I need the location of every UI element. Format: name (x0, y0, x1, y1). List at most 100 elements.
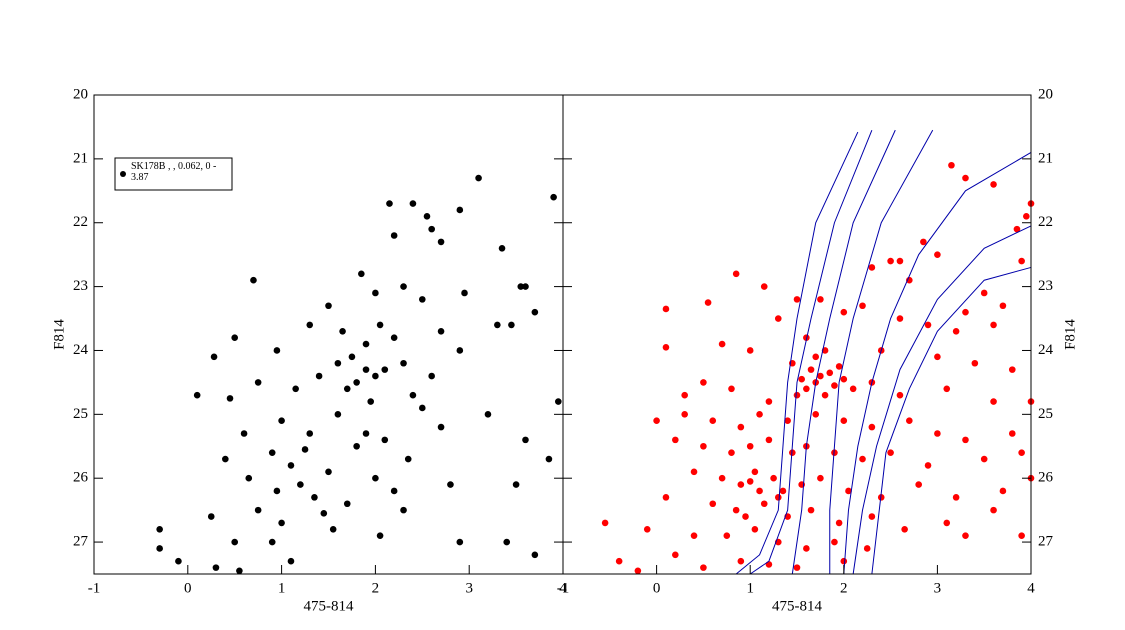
star-point (456, 538, 464, 546)
star-point (770, 474, 777, 482)
star-point (517, 283, 525, 290)
star-point (746, 478, 754, 485)
star-point (901, 525, 908, 533)
star-point (948, 161, 955, 169)
star-point (742, 513, 749, 520)
star-point (728, 385, 735, 393)
star-point (751, 525, 759, 533)
y-tick-label: 26 (1038, 470, 1054, 486)
star-point (254, 506, 262, 514)
star-point (859, 455, 866, 463)
star-point (859, 302, 866, 310)
y-tick-label: 22 (1038, 214, 1053, 230)
star-point (419, 296, 426, 303)
star-point (812, 411, 820, 418)
star-point (222, 455, 229, 463)
star-point (672, 551, 679, 559)
x-tick-label: 3 (934, 580, 942, 596)
star-point (381, 366, 389, 373)
star-point (381, 436, 389, 444)
star-point (311, 494, 318, 501)
star-point (404, 455, 412, 463)
star-point (456, 347, 464, 354)
star-point (943, 519, 951, 527)
x-tick-label: 4 (1027, 580, 1035, 596)
star-point (751, 468, 759, 476)
star-point (760, 500, 768, 508)
star-point (362, 366, 370, 373)
star-point (386, 200, 393, 207)
star-point (896, 391, 904, 399)
star-point (709, 417, 717, 425)
star-point (849, 385, 857, 393)
star-point (896, 315, 904, 322)
star-point (292, 385, 299, 393)
x-tick-label: -1 (557, 580, 570, 596)
x-tick-label: 0 (184, 580, 192, 596)
y-tick-label: 22 (73, 214, 88, 230)
star-point (704, 299, 712, 306)
star-point (287, 557, 295, 565)
star-point (456, 206, 464, 214)
star-point (362, 430, 370, 437)
star-point (990, 398, 997, 405)
star-point (662, 343, 670, 351)
y-tick-label: 24 (1038, 342, 1054, 358)
star-point (1018, 449, 1025, 456)
star-point (437, 423, 445, 431)
star-point (1013, 225, 1021, 233)
star-point (934, 353, 941, 361)
star-point (990, 181, 997, 188)
star-point (690, 532, 698, 539)
star-point (920, 238, 927, 246)
star-point (756, 487, 763, 495)
star-point (254, 379, 262, 386)
star-point (428, 225, 435, 233)
star-point (943, 385, 951, 393)
star-point (287, 462, 295, 469)
star-point (175, 557, 182, 565)
star-point (643, 525, 651, 533)
star-point (231, 538, 238, 546)
star-point (737, 557, 745, 565)
x-tick-label: 3 (465, 580, 473, 596)
star-point (226, 395, 234, 402)
x-tick-label: 1 (746, 580, 754, 596)
star-point (297, 481, 304, 488)
isochrone-line (735, 131, 859, 575)
star-point (980, 455, 988, 463)
star-point (952, 328, 960, 335)
star-point (1018, 532, 1025, 539)
star-point (821, 391, 829, 399)
star-point (700, 379, 707, 386)
star-point (325, 468, 332, 476)
star-point (634, 567, 642, 575)
star-point (812, 353, 820, 361)
y-tick-label: 25 (73, 406, 88, 422)
star-point (999, 302, 1007, 310)
legend-entry: SK178B , , 0.062, 0 - 3.87 (131, 161, 216, 183)
star-point (826, 369, 834, 377)
isochrone-line (843, 152, 1032, 575)
x-axis-label: 475-814 (772, 598, 822, 614)
star-point (952, 494, 960, 501)
star-point (362, 340, 370, 348)
star-point (863, 545, 871, 552)
star-point (545, 455, 553, 463)
star-point (343, 500, 351, 508)
star-point (268, 538, 276, 546)
star-point (887, 449, 894, 456)
star-point (372, 289, 379, 297)
star-point (498, 244, 506, 252)
star-point (784, 417, 791, 425)
star-point (924, 462, 932, 469)
star-point (732, 270, 740, 278)
star-point (681, 411, 688, 418)
y-tick-label: 20 (73, 86, 88, 102)
star-point (522, 436, 529, 444)
star-point (278, 417, 285, 425)
star-point (508, 321, 515, 329)
star-point (419, 404, 426, 412)
star-point (779, 487, 787, 495)
